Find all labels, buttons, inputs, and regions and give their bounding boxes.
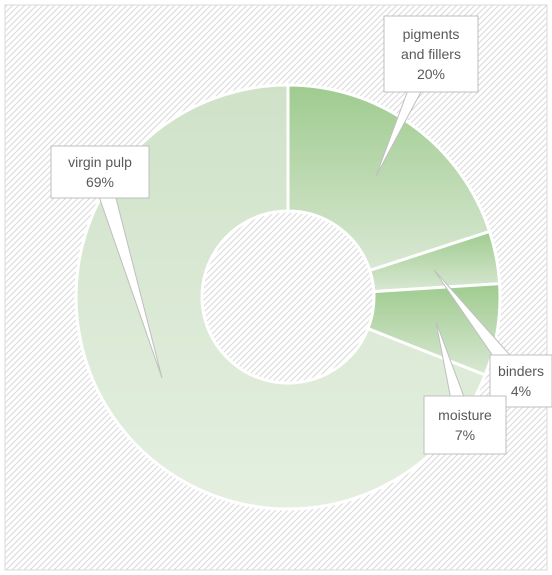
data-label-percent-moisture: 7% — [455, 427, 475, 443]
callout-pigments-and-fillers: pigments and fillers 20% — [383, 15, 479, 93]
slice-virgin-pulp — [74, 83, 488, 511]
data-label-name-moisture: moisture — [438, 407, 492, 423]
data-label-percent-binders: 4% — [511, 383, 531, 399]
slice-pigments-and-fillers — [286, 83, 492, 273]
callouts-layer: pigments and fillers 20% binders 4% moisture 7… — [50, 15, 552, 455]
data-label-name-binders: binders — [498, 363, 544, 379]
data-label-percent-virgin-pulp: 69% — [86, 174, 114, 190]
data-label-percent-pigments-and-fillers: 20% — [417, 66, 445, 82]
callout-binders: binders 4% — [489, 354, 552, 408]
slices-layer — [74, 83, 502, 511]
callout-box-virgin-pulp — [50, 145, 150, 199]
data-label-name-pigments-and-fillers: pigments — [403, 26, 460, 42]
callout-box-pigments-and-fillers — [383, 15, 479, 93]
callout-box-moisture — [423, 395, 507, 455]
data-label-name-virgin-pulp: virgin pulp — [68, 154, 132, 170]
callout-virgin-pulp: virgin pulp 69% — [50, 145, 150, 199]
callout-moisture: moisture 7% — [423, 395, 507, 455]
data-label-name-pigments-and-fillers: and fillers — [401, 46, 461, 62]
